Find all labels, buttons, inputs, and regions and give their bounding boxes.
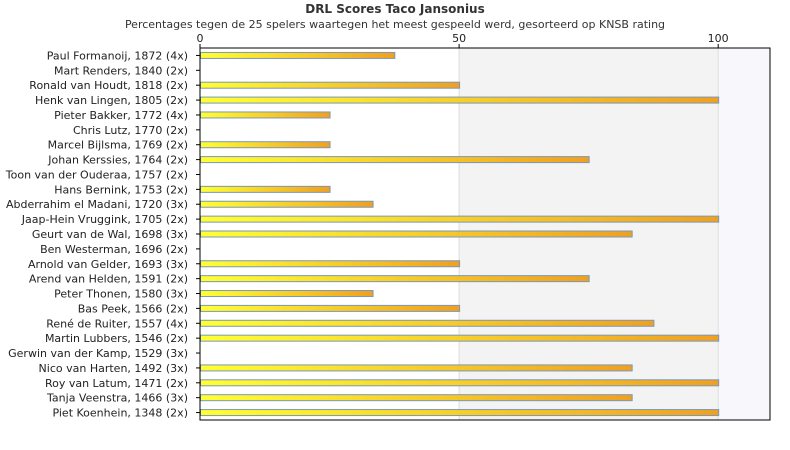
category-label: Ben Westerman, 1696 (2x) — [40, 243, 188, 256]
category-label: Paul Formanoij, 1872 (4x) — [47, 49, 188, 62]
x-tick-label: 0 — [197, 32, 204, 45]
category-label: Johan Kerssies, 1764 (2x) — [47, 154, 188, 167]
bar — [200, 379, 720, 387]
x-tick-label: 50 — [452, 32, 466, 45]
bar — [200, 290, 374, 298]
bar — [200, 96, 720, 104]
bar — [200, 319, 655, 327]
category-label: Roy van Latum, 1471 (2x) — [45, 377, 188, 390]
bar — [200, 409, 720, 417]
bar — [200, 230, 633, 238]
bar — [200, 364, 633, 372]
chart-title: DRL Scores Taco Jansonius — [305, 2, 485, 16]
bar — [200, 51, 396, 59]
category-label: Mart Renders, 1840 (2x) — [54, 64, 188, 77]
category-label: Peter Thonen, 1580 (3x) — [54, 288, 188, 301]
bar — [200, 260, 461, 268]
plot-band-high — [718, 48, 770, 420]
category-label: Martin Lubbers, 1546 (2x) — [45, 332, 188, 345]
category-label: Arnold van Gelder, 1693 (3x) — [28, 258, 188, 271]
category-label: Abderrahim el Madani, 1720 (3x) — [6, 198, 188, 211]
bar — [200, 111, 331, 119]
category-label: Marcel Bijlsma, 1769 (2x) — [48, 139, 188, 152]
category-label: Ronald van Houdt, 1818 (2x) — [29, 79, 188, 92]
x-tick-label: 100 — [708, 32, 729, 45]
bar — [200, 156, 590, 164]
bar — [200, 215, 720, 223]
category-label: Toon van der Ouderaa, 1757 (2x) — [5, 168, 188, 181]
bar — [200, 200, 374, 208]
category-label: Piet Koenhein, 1348 (2x) — [52, 407, 188, 420]
bar — [200, 394, 633, 402]
bar — [200, 141, 331, 149]
category-label: Henk van Lingen, 1805 (2x) — [35, 94, 188, 107]
category-label: Bas Peek, 1566 (2x) — [78, 302, 188, 315]
category-label: Tanja Veenstra, 1466 (3x) — [46, 392, 188, 405]
bar — [200, 275, 590, 283]
category-label: Hans Bernink, 1753 (2x) — [54, 183, 188, 196]
category-label: Pieter Bakker, 1772 (4x) — [54, 109, 188, 122]
bar — [200, 304, 461, 312]
category-label: Geurt van de Wal, 1698 (3x) — [32, 228, 188, 241]
bar — [200, 185, 331, 193]
category-label: Jaap-Hein Vruggink, 1705 (2x) — [21, 213, 188, 226]
chart-subtitle: Percentages tegen de 25 spelers waartege… — [124, 18, 666, 31]
bar — [200, 81, 461, 89]
category-label: Nico van Harten, 1492 (3x) — [39, 362, 188, 375]
category-label: Chris Lutz, 1770 (2x) — [73, 124, 188, 137]
category-label: Arend van Helden, 1591 (2x) — [29, 273, 188, 286]
category-label: René de Ruiter, 1557 (4x) — [46, 317, 188, 330]
category-label: Gerwin van der Kamp, 1529 (3x) — [8, 347, 188, 360]
bar — [200, 334, 720, 342]
